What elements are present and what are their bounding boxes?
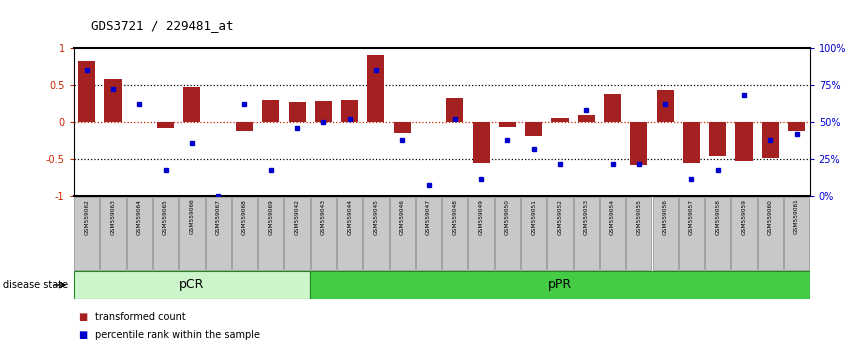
FancyBboxPatch shape [705, 197, 730, 270]
FancyBboxPatch shape [758, 197, 783, 270]
Text: GSM559068: GSM559068 [242, 199, 247, 235]
Text: GSM559051: GSM559051 [531, 199, 536, 235]
FancyBboxPatch shape [205, 197, 231, 270]
Bar [473, 122, 489, 163]
Bar [262, 100, 280, 122]
Bar [157, 122, 174, 128]
Text: GSM559067: GSM559067 [216, 199, 221, 235]
Text: GSM559050: GSM559050 [505, 199, 510, 235]
Bar [525, 122, 542, 136]
Bar [578, 115, 595, 122]
FancyBboxPatch shape [600, 197, 625, 270]
Bar [310, 271, 810, 299]
FancyBboxPatch shape [364, 197, 389, 270]
Text: GSM559058: GSM559058 [715, 199, 721, 235]
Bar [709, 122, 727, 156]
Bar [656, 90, 674, 122]
FancyBboxPatch shape [100, 197, 126, 270]
Bar [341, 100, 359, 122]
Text: transformed count: transformed count [95, 312, 186, 322]
Text: GSM559069: GSM559069 [268, 199, 274, 235]
Bar [367, 55, 385, 122]
Bar [604, 94, 621, 122]
Bar [394, 122, 410, 133]
Bar [78, 61, 95, 122]
Bar [788, 122, 805, 131]
Text: GSM559055: GSM559055 [637, 199, 642, 235]
Bar [105, 79, 121, 122]
Bar [288, 102, 306, 122]
FancyBboxPatch shape [179, 197, 204, 270]
Text: GSM559048: GSM559048 [452, 199, 457, 235]
Text: ■: ■ [78, 330, 87, 339]
Text: GSM559056: GSM559056 [662, 199, 668, 235]
FancyBboxPatch shape [547, 197, 572, 270]
Bar [630, 122, 648, 165]
Text: disease state: disease state [3, 280, 68, 290]
Text: GSM559065: GSM559065 [163, 199, 168, 235]
FancyBboxPatch shape [784, 197, 809, 270]
Text: GSM559063: GSM559063 [111, 199, 115, 235]
FancyBboxPatch shape [416, 197, 441, 270]
Text: GSM559046: GSM559046 [400, 199, 404, 235]
Text: GSM559062: GSM559062 [84, 199, 89, 235]
Bar [499, 122, 516, 127]
Bar [315, 101, 332, 122]
FancyBboxPatch shape [337, 197, 362, 270]
FancyBboxPatch shape [258, 197, 283, 270]
FancyBboxPatch shape [679, 197, 704, 270]
Text: GSM559044: GSM559044 [347, 199, 352, 235]
Text: GSM559053: GSM559053 [584, 199, 589, 235]
Text: GSM559052: GSM559052 [558, 199, 562, 235]
FancyBboxPatch shape [74, 197, 100, 270]
FancyBboxPatch shape [390, 197, 415, 270]
Text: GSM559042: GSM559042 [294, 199, 300, 235]
Text: pPR: pPR [548, 279, 572, 291]
FancyBboxPatch shape [732, 197, 757, 270]
Text: percentile rank within the sample: percentile rank within the sample [95, 330, 261, 339]
Bar [762, 122, 779, 158]
FancyBboxPatch shape [652, 197, 678, 270]
Text: GSM559061: GSM559061 [794, 199, 799, 234]
Bar [683, 122, 700, 163]
Bar [74, 271, 310, 299]
FancyBboxPatch shape [311, 197, 336, 270]
Text: GSM559047: GSM559047 [426, 199, 431, 235]
FancyBboxPatch shape [443, 197, 468, 270]
Text: GSM559057: GSM559057 [689, 199, 694, 235]
FancyBboxPatch shape [232, 197, 257, 270]
Text: GDS3721 / 229481_at: GDS3721 / 229481_at [91, 19, 234, 32]
Text: pCR: pCR [179, 279, 204, 291]
Text: GSM559060: GSM559060 [768, 199, 772, 235]
FancyBboxPatch shape [469, 197, 494, 270]
Text: GSM559054: GSM559054 [610, 199, 615, 235]
FancyBboxPatch shape [573, 197, 599, 270]
Text: GSM559059: GSM559059 [741, 199, 746, 235]
Bar [552, 118, 568, 122]
FancyBboxPatch shape [126, 197, 152, 270]
Text: GSM559049: GSM559049 [479, 199, 483, 235]
FancyBboxPatch shape [153, 197, 178, 270]
Text: GSM559043: GSM559043 [321, 199, 326, 235]
Text: ■: ■ [78, 312, 87, 322]
FancyBboxPatch shape [494, 197, 520, 270]
Bar [236, 122, 253, 131]
FancyBboxPatch shape [626, 197, 651, 270]
Text: GSM559064: GSM559064 [137, 199, 142, 235]
Bar [184, 87, 200, 122]
Bar [735, 122, 753, 161]
FancyBboxPatch shape [284, 197, 310, 270]
Text: GSM559045: GSM559045 [373, 199, 378, 235]
Text: GSM559066: GSM559066 [190, 199, 194, 234]
Bar [446, 98, 463, 122]
FancyBboxPatch shape [521, 197, 546, 270]
